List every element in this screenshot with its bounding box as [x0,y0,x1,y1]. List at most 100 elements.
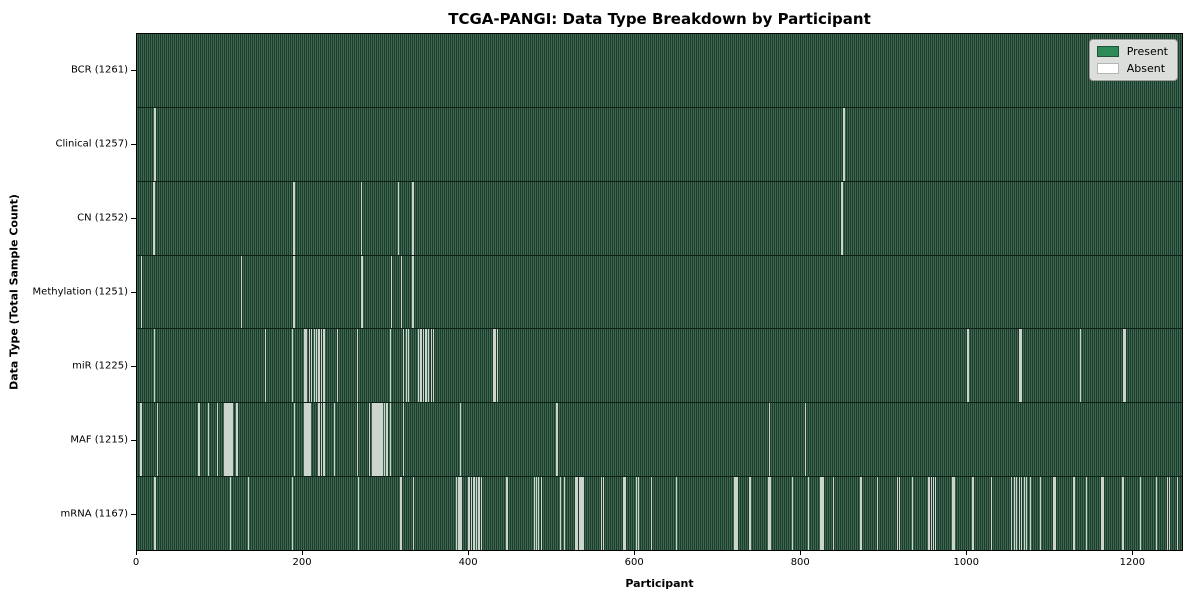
absent-line [417,329,420,403]
absent-line [954,477,956,551]
plot-area: Present Absent [136,33,1183,551]
absent-line [582,477,584,551]
absent-line [309,403,311,477]
absent-line [292,181,294,255]
absent-line [225,403,227,477]
legend-item-absent: Absent [1096,62,1168,75]
absent-line [292,255,294,329]
absent-line [236,403,238,477]
absent-line [226,403,228,477]
absent-line [820,477,822,551]
heatmap-row-BCR [137,34,1182,108]
absent-line [405,329,407,403]
absent-line [248,477,250,551]
absent-line [422,329,425,403]
absent-line [675,477,677,551]
absent-line [1123,477,1125,551]
y-tick-mark [131,292,136,293]
absent-line [412,181,415,255]
absent-line [231,403,233,477]
absent-line [750,477,752,551]
absent-line [313,329,315,403]
absent-line [625,477,627,551]
absent-line [843,107,845,181]
absent-line [804,403,807,477]
absent-line [228,403,231,477]
absent-line [371,403,373,477]
absent-line [403,403,405,477]
legend-item-present: Present [1096,45,1168,58]
absent-line [973,477,975,551]
legend-present-label: Present [1126,45,1168,58]
absent-line [1123,329,1126,403]
absent-line [390,255,392,329]
absent-line [480,477,483,551]
absent-line [843,107,846,181]
absent-line [911,477,914,551]
y-tick-mark [131,70,136,71]
absent-line [154,107,156,181]
absent-line [459,477,461,551]
absent-line [379,403,381,477]
absent-line [1026,477,1028,551]
absent-line [896,477,899,551]
absent-line [1168,477,1170,551]
absent-line [306,403,308,477]
absent-line [376,403,378,477]
absent-line [336,329,338,403]
absent-line [1085,477,1088,551]
x-tick-mark [634,551,636,555]
absent-line [859,477,861,551]
absent-line [398,181,400,255]
absent-line [791,477,793,551]
absent-line [372,403,374,477]
absent-line [229,403,231,477]
absent-line [216,403,218,477]
absent-line [470,477,473,551]
absent-line [1074,477,1076,551]
absent-line [966,329,968,403]
heatmap-row-MAF [137,403,1182,478]
x-tick-label-200: 200 [292,557,312,568]
absent-line [1124,329,1126,403]
absent-line [386,403,388,477]
absent-line [304,403,306,477]
absent-line [457,477,459,551]
absent-line [360,181,362,255]
legend: Present Absent [1088,39,1178,81]
absent-line [748,477,750,551]
y-tick-label-CN: CN (1252) [77,212,128,224]
absent-line [208,403,210,477]
x-axis-title: Participant [625,577,694,590]
absent-line [990,477,992,551]
absent-line [152,181,154,255]
x-tick-label-600: 600 [624,557,644,568]
legend-absent-label: Absent [1126,62,1166,75]
heatmap-row-miR [137,329,1182,404]
absent-line [240,255,242,329]
absent-line [505,477,507,551]
absent-line [227,403,229,477]
absent-line [1156,477,1158,551]
absent-line [1021,477,1023,551]
absent-line [1072,477,1074,551]
absent-line [304,329,306,403]
absent-line [877,477,879,551]
absent-line [308,329,310,403]
absent-line [403,329,405,403]
absent-line [635,477,638,551]
absent-line [493,329,495,403]
absent-line [768,477,770,551]
absent-line [1013,477,1015,551]
y-tick-mark [131,514,136,515]
absent-line [1011,477,1013,551]
absent-line [311,329,313,403]
absent-line [735,477,737,551]
absent-line [198,403,200,477]
absent-line [153,181,155,255]
absent-line [334,403,336,477]
absent-line [468,477,470,551]
x-tick-mark [302,551,304,555]
absent-line [1167,477,1169,551]
